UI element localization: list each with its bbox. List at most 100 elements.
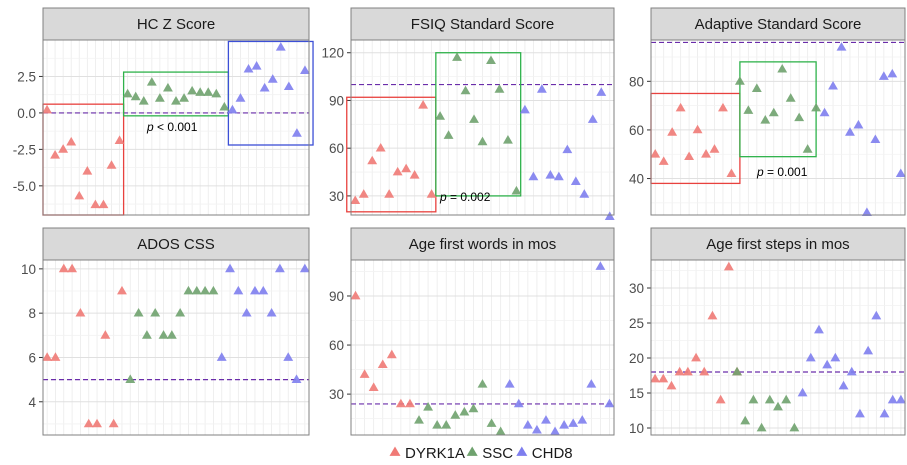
point-chd8 xyxy=(274,263,285,273)
y-tick-label: 120 xyxy=(321,46,344,61)
panel-border xyxy=(350,39,615,216)
point-chd8 xyxy=(814,324,824,334)
point-chd8 xyxy=(528,171,539,181)
point-dyrk1a xyxy=(715,394,726,404)
point-dyrk1a xyxy=(58,263,69,273)
point-ssc xyxy=(122,88,133,98)
point-dyrk1a xyxy=(42,104,52,114)
point-chd8 xyxy=(822,359,833,369)
point-chd8 xyxy=(828,80,838,90)
point-chd8 xyxy=(531,424,542,434)
point-ssc xyxy=(187,85,198,95)
p-value-label: p < 0.001 xyxy=(146,120,198,134)
point-dyrk1a xyxy=(682,366,693,376)
point-ssc xyxy=(452,52,462,61)
point-dyrk1a xyxy=(701,149,711,158)
point-ssc xyxy=(477,136,488,146)
point-dyrk1a xyxy=(58,144,69,153)
facet-strip xyxy=(650,227,906,261)
point-ssc xyxy=(200,285,211,295)
point-ssc xyxy=(423,401,434,411)
y-tick-label: 60 xyxy=(329,338,344,353)
point-chd8 xyxy=(300,65,310,75)
point-dyrk1a xyxy=(418,100,429,109)
point-ssc xyxy=(789,422,800,432)
facet-strip xyxy=(350,7,615,41)
point-dyrk1a xyxy=(667,127,678,136)
facet-panel-6: Age first steps in mos 10 15 20 25 30 xyxy=(629,227,906,436)
facet-panel-4: ADOS CSS 4 6 8 10 xyxy=(21,227,310,436)
legend-label: SSC xyxy=(482,445,513,462)
p-symbol: p xyxy=(439,190,447,204)
point-chd8 xyxy=(819,107,830,117)
point-chd8 xyxy=(233,285,244,295)
point-chd8 xyxy=(519,104,530,114)
y-tick-label: 6 xyxy=(28,350,36,365)
point-chd8 xyxy=(853,119,864,129)
point-ssc xyxy=(219,101,230,111)
plot-area xyxy=(43,260,309,435)
panel-border xyxy=(650,259,906,436)
point-chd8 xyxy=(887,68,898,78)
point-ssc xyxy=(195,87,206,96)
point-ssc xyxy=(743,105,754,114)
facet-panel-3: Adaptive Standard Score 40 60 80 p = 0.001 xyxy=(629,7,906,216)
legend-key-dyrk1a xyxy=(389,446,401,456)
point-chd8 xyxy=(836,42,847,51)
point-chd8 xyxy=(225,263,235,273)
point-ssc xyxy=(133,307,144,317)
point-dyrk1a xyxy=(726,168,737,178)
point-chd8 xyxy=(562,144,573,154)
y-tick-label: 90 xyxy=(329,289,344,304)
point-ssc xyxy=(460,85,471,95)
point-dyrk1a xyxy=(90,199,101,209)
point-ssc xyxy=(171,96,181,105)
facet-title: FSIQ Standard Score xyxy=(411,16,554,33)
point-dyrk1a xyxy=(377,359,388,369)
point-chd8 xyxy=(595,261,606,270)
point-chd8 xyxy=(570,176,581,185)
point-dyrk1a xyxy=(405,398,415,408)
point-dyrk1a xyxy=(658,373,669,383)
y-tick-label: -5.0 xyxy=(13,179,36,194)
point-chd8 xyxy=(845,127,855,136)
point-ssc xyxy=(740,415,751,425)
point-dyrk1a xyxy=(92,418,102,428)
point-dyrk1a xyxy=(375,142,386,152)
point-dyrk1a xyxy=(50,150,61,159)
point-dyrk1a xyxy=(386,349,397,359)
point-ssc xyxy=(138,96,149,105)
facet-title: Adaptive Standard Score xyxy=(695,16,862,33)
point-ssc xyxy=(760,115,771,124)
point-dyrk1a xyxy=(409,170,420,179)
point-ssc xyxy=(175,307,186,317)
point-ssc xyxy=(486,418,497,427)
y-tick-label: 2.5 xyxy=(17,69,36,84)
point-dyrk1a xyxy=(367,155,378,165)
facet-title: HC Z Score xyxy=(137,16,215,33)
point-dyrk1a xyxy=(723,261,734,271)
legend-label: DYRK1A xyxy=(405,445,465,462)
point-chd8 xyxy=(577,415,588,424)
point-ssc xyxy=(468,403,479,413)
y-tick-label: 30 xyxy=(629,281,644,296)
y-tick-label: 20 xyxy=(629,351,644,366)
point-ssc xyxy=(208,285,219,295)
facet-panel-2: FSIQ Standard Score 30 60 90 120 p = 0.002 xyxy=(321,7,615,220)
point-chd8 xyxy=(243,63,254,73)
point-ssc xyxy=(477,379,488,388)
point-dyrk1a xyxy=(106,160,117,169)
point-dyrk1a xyxy=(674,366,685,376)
point-ssc xyxy=(734,76,745,85)
p-value-text: < 0.001 xyxy=(154,120,198,134)
point-chd8 xyxy=(878,71,889,80)
point-dyrk1a xyxy=(359,369,370,378)
y-tick-label: 25 xyxy=(629,316,644,331)
point-ssc xyxy=(146,77,157,86)
point-dyrk1a xyxy=(392,166,403,176)
point-chd8 xyxy=(895,168,906,178)
point-chd8 xyxy=(275,42,286,51)
point-dyrk1a xyxy=(395,398,406,408)
y-tick-label: 80 xyxy=(629,74,644,89)
point-ssc xyxy=(802,144,813,153)
